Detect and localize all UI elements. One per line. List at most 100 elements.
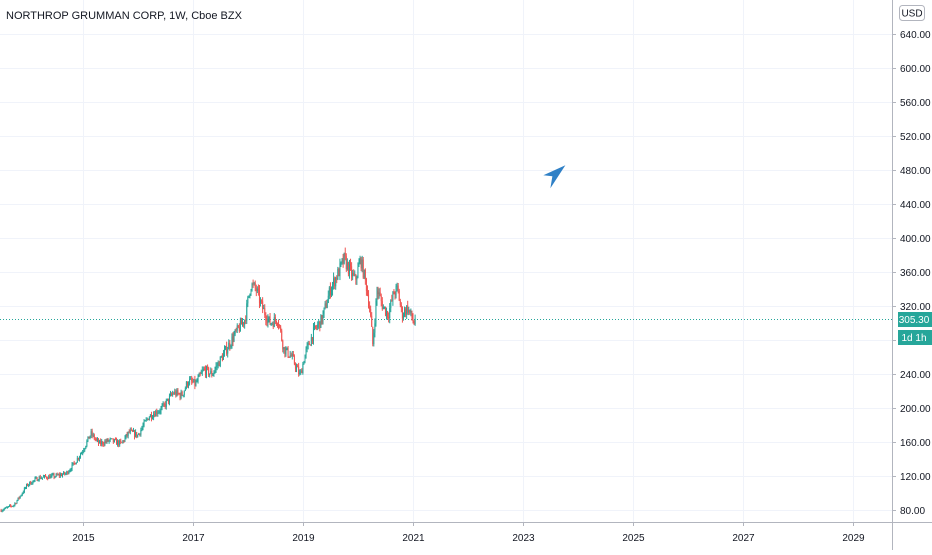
- candle[interactable]: [276, 322, 278, 328]
- candle[interactable]: [10, 504, 12, 508]
- candle[interactable]: [50, 473, 52, 479]
- candle[interactable]: [299, 369, 301, 376]
- candle[interactable]: [72, 462, 74, 466]
- candle[interactable]: [76, 455, 78, 463]
- candle[interactable]: [47, 476, 49, 481]
- candle[interactable]: [89, 435, 91, 440]
- candle[interactable]: [356, 275, 358, 285]
- candle[interactable]: [382, 304, 384, 310]
- candle[interactable]: [303, 360, 305, 365]
- candle[interactable]: [104, 439, 106, 447]
- candle[interactable]: [166, 398, 168, 402]
- candle[interactable]: [280, 324, 282, 333]
- candle[interactable]: [238, 323, 240, 333]
- candle[interactable]: [370, 305, 372, 318]
- candle[interactable]: [38, 475, 40, 482]
- candle[interactable]: [113, 438, 115, 443]
- candle[interactable]: [149, 414, 151, 418]
- candle[interactable]: [290, 352, 292, 357]
- candle[interactable]: [400, 302, 402, 313]
- candle[interactable]: [112, 438, 114, 444]
- candle[interactable]: [256, 286, 258, 294]
- candle[interactable]: [228, 339, 230, 350]
- candle[interactable]: [411, 310, 413, 321]
- candle[interactable]: [242, 318, 244, 327]
- candle[interactable]: [219, 356, 221, 368]
- candle[interactable]: [222, 349, 224, 361]
- candle[interactable]: [412, 313, 414, 324]
- candle[interactable]: [184, 386, 186, 392]
- candle[interactable]: [359, 255, 361, 265]
- candle[interactable]: [101, 438, 103, 447]
- candle[interactable]: [279, 324, 281, 329]
- candle[interactable]: [1, 509, 3, 513]
- candle[interactable]: [350, 258, 352, 271]
- candle[interactable]: [158, 410, 160, 414]
- candle[interactable]: [31, 481, 33, 485]
- candle[interactable]: [183, 390, 185, 398]
- candle[interactable]: [346, 258, 348, 271]
- candle[interactable]: [248, 295, 250, 298]
- candle[interactable]: [203, 366, 205, 371]
- candle[interactable]: [130, 427, 132, 431]
- candle[interactable]: [323, 307, 325, 319]
- candle[interactable]: [309, 344, 311, 346]
- candle[interactable]: [137, 434, 139, 438]
- candle[interactable]: [396, 282, 398, 292]
- candle[interactable]: [59, 472, 61, 478]
- candle[interactable]: [246, 299, 248, 324]
- candle[interactable]: [265, 312, 267, 326]
- candle[interactable]: [391, 294, 393, 302]
- candle[interactable]: [404, 306, 406, 318]
- candle[interactable]: [26, 483, 28, 490]
- candle[interactable]: [268, 316, 270, 323]
- candle[interactable]: [383, 306, 385, 310]
- candle[interactable]: [64, 471, 66, 476]
- candle[interactable]: [45, 473, 47, 478]
- candle[interactable]: [114, 437, 116, 441]
- candle[interactable]: [62, 473, 64, 478]
- candle[interactable]: [46, 476, 48, 480]
- candle[interactable]: [110, 438, 112, 440]
- candle[interactable]: [69, 468, 71, 473]
- candle[interactable]: [218, 360, 220, 367]
- candle[interactable]: [209, 373, 211, 378]
- candle[interactable]: [212, 373, 214, 377]
- candle[interactable]: [243, 321, 245, 328]
- candle[interactable]: [371, 312, 373, 327]
- candle[interactable]: [157, 409, 159, 417]
- candle[interactable]: [135, 429, 137, 438]
- candle[interactable]: [177, 388, 179, 396]
- candle[interactable]: [94, 437, 96, 442]
- candle[interactable]: [338, 267, 340, 277]
- candle[interactable]: [9, 504, 11, 508]
- candle[interactable]: [82, 449, 84, 456]
- candle[interactable]: [121, 441, 123, 443]
- candle[interactable]: [159, 408, 161, 415]
- candle[interactable]: [194, 375, 196, 390]
- candle[interactable]: [372, 326, 374, 347]
- candle[interactable]: [327, 290, 329, 304]
- candle[interactable]: [291, 351, 293, 360]
- candle[interactable]: [281, 328, 283, 342]
- candle[interactable]: [56, 472, 58, 476]
- candle[interactable]: [330, 286, 332, 298]
- candle[interactable]: [42, 474, 44, 478]
- candle[interactable]: [233, 330, 235, 343]
- candle[interactable]: [21, 492, 23, 497]
- candle[interactable]: [231, 333, 233, 349]
- candle[interactable]: [389, 303, 391, 324]
- candle[interactable]: [305, 346, 307, 359]
- candle[interactable]: [221, 353, 223, 362]
- candle[interactable]: [92, 432, 94, 438]
- candle[interactable]: [234, 329, 236, 337]
- candle[interactable]: [195, 379, 197, 387]
- candle[interactable]: [98, 438, 100, 447]
- candle[interactable]: [307, 340, 309, 350]
- candle[interactable]: [315, 325, 317, 330]
- candle[interactable]: [409, 309, 411, 315]
- candle[interactable]: [326, 299, 328, 309]
- candle[interactable]: [127, 431, 129, 439]
- candle[interactable]: [235, 327, 237, 333]
- candle[interactable]: [193, 379, 195, 383]
